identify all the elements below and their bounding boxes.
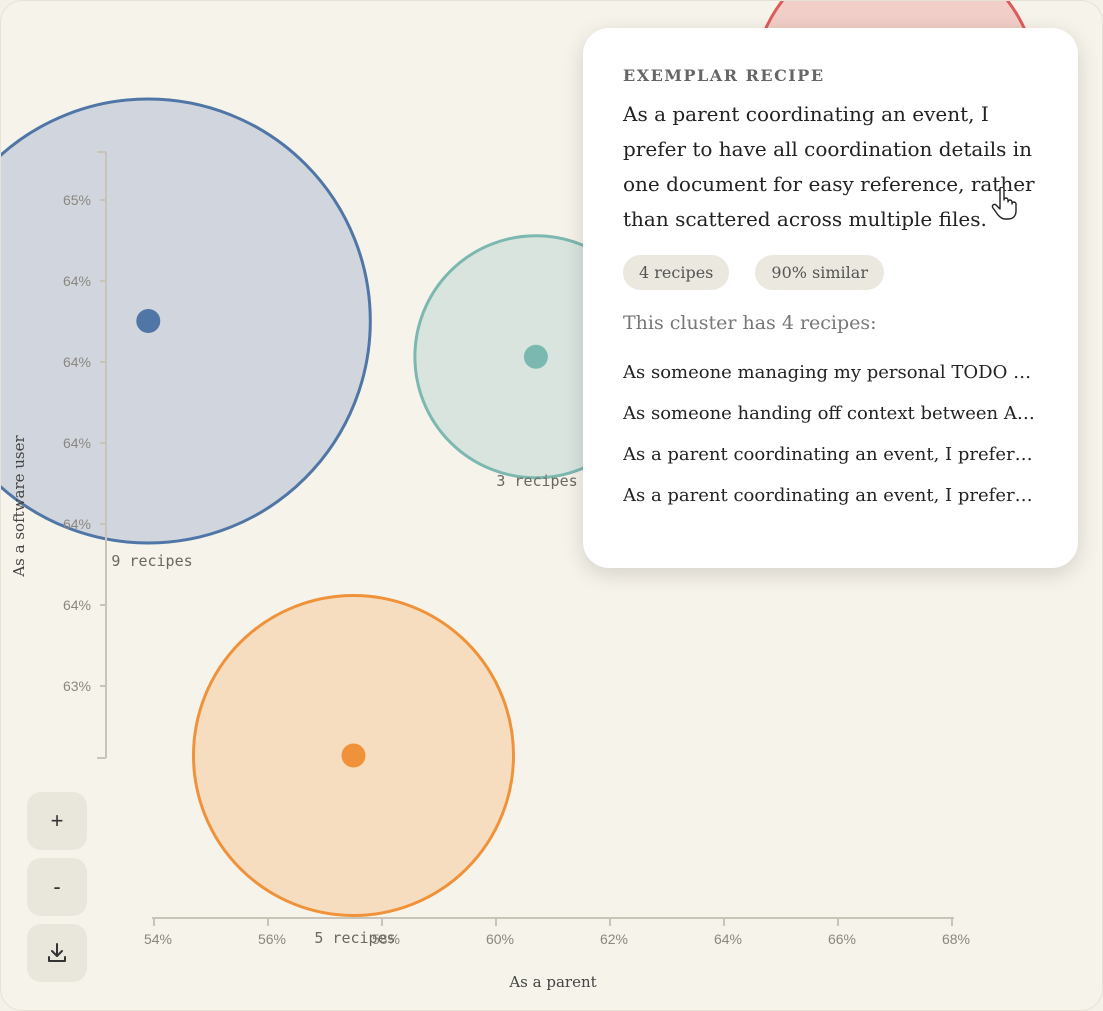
- cluster-count-label: 5 recipes: [314, 929, 395, 947]
- y-tick-label: 64%: [63, 435, 91, 451]
- download-icon: [48, 943, 66, 962]
- chip-row: 4 recipes 90% similar: [623, 255, 1038, 290]
- x-tick-label: 54%: [144, 931, 172, 947]
- member-item[interactable]: As someone managing my personal TODO sys…: [623, 362, 1036, 383]
- x-tick-label: 66%: [828, 931, 856, 947]
- cluster-center-dot[interactable]: [341, 743, 366, 768]
- y-tick-label: 63%: [63, 678, 91, 694]
- cluster-center-dot[interactable]: [523, 344, 548, 369]
- x-tick-label: 62%: [600, 931, 628, 947]
- cluster-detail-panel: EXEMPLAR RECIPE As a parent coordinating…: [583, 28, 1078, 568]
- y-tick-label: 64%: [63, 516, 91, 532]
- x-tick-label: 64%: [714, 931, 742, 947]
- panel-heading: EXEMPLAR RECIPE: [623, 66, 825, 85]
- member-list: As someone managing my personal TODO sys…: [623, 352, 1038, 516]
- x-axis-title: As a parent: [508, 973, 596, 991]
- y-tick-label: 64%: [63, 354, 91, 370]
- y-tick-label: 64%: [63, 597, 91, 613]
- x-tick-label: 68%: [942, 931, 970, 947]
- download-button[interactable]: [27, 924, 87, 982]
- plus-icon: +: [50, 808, 64, 833]
- member-item[interactable]: As a parent coordinating an event, I pre…: [623, 444, 1036, 465]
- cluster-bubble[interactable]: [1, 97, 372, 545]
- y-axis-title: As a software user: [10, 435, 28, 578]
- member-item[interactable]: As someone handing off context between A…: [623, 403, 1036, 424]
- x-tick-label: 58%: [372, 931, 400, 947]
- y-tick-label: 65%: [63, 192, 91, 208]
- y-tick-label: 64%: [63, 273, 91, 289]
- cluster-count-label: 9 recipes: [111, 552, 192, 570]
- cluster-count-text: This cluster has 4 recipes:: [623, 312, 877, 334]
- zoom-out-button[interactable]: -: [27, 858, 87, 916]
- member-item[interactable]: As a parent coordinating an event, I pre…: [623, 485, 1036, 506]
- cluster-center-dot[interactable]: [136, 309, 161, 333]
- recipe-count-chip: 4 recipes: [623, 255, 730, 290]
- minus-icon: -: [53, 874, 61, 899]
- cluster-count-label: 3 recipes: [496, 472, 577, 490]
- exemplar-quote: As a parent coordinating an event, I pre…: [623, 102, 1035, 231]
- x-tick-label: 56%: [258, 931, 286, 947]
- similarity-chip: 90% similar: [755, 255, 884, 290]
- x-tick-label: 60%: [486, 931, 514, 947]
- zoom-in-button[interactable]: +: [27, 792, 87, 850]
- hand-cursor-icon: [991, 187, 1017, 220]
